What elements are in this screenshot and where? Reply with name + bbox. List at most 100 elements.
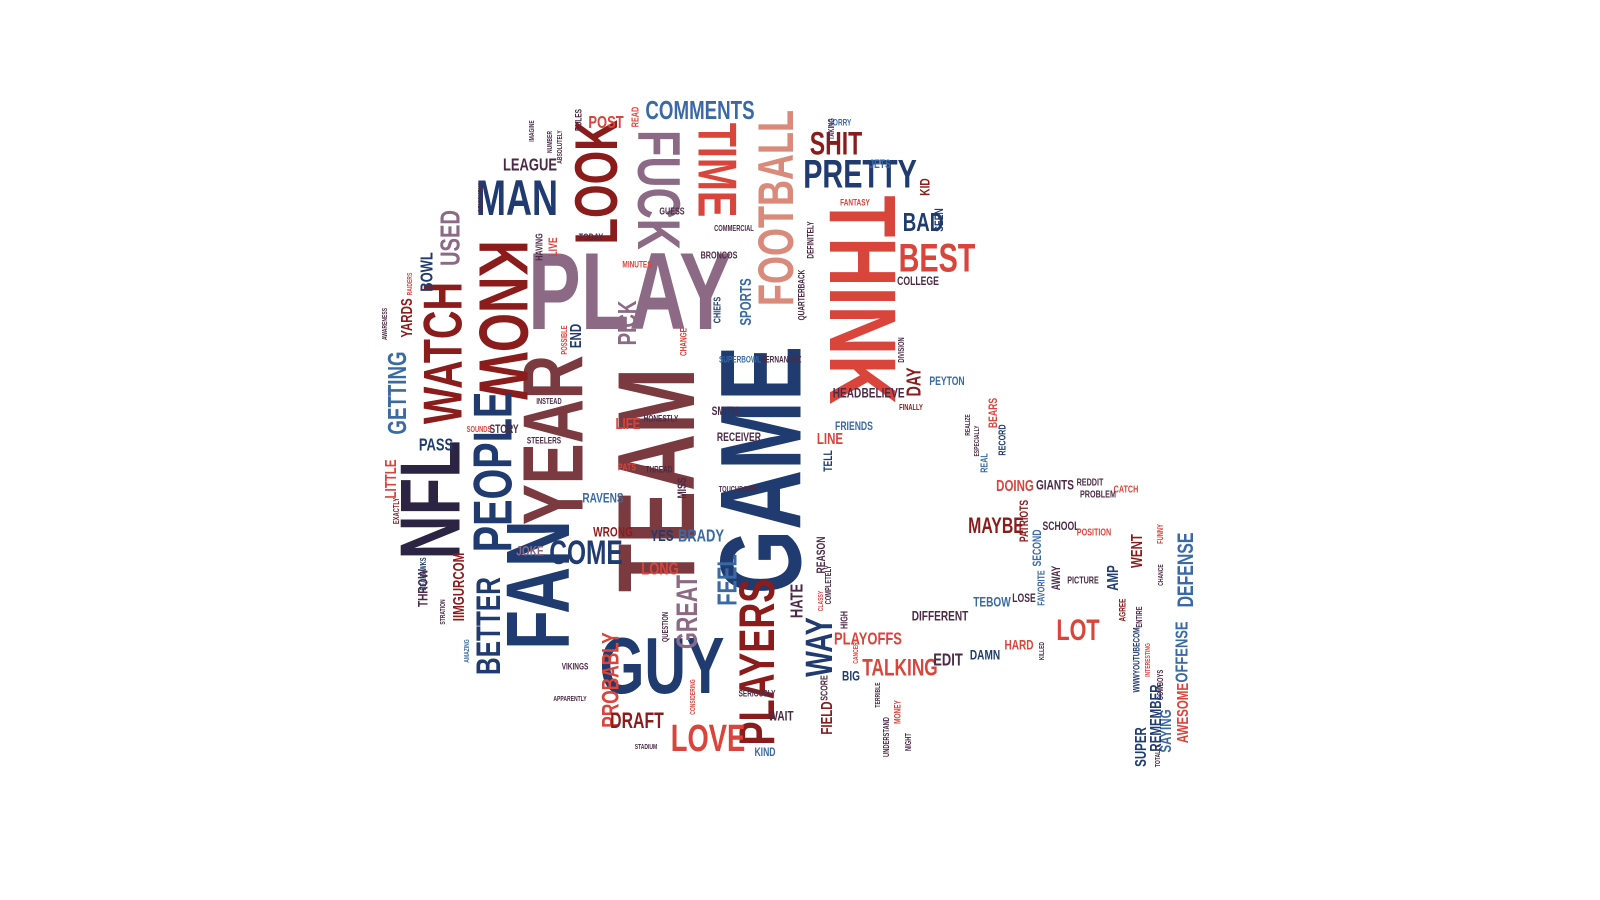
cloud-word-story: STORY xyxy=(489,424,518,437)
cloud-word-ravens: RAVENS xyxy=(582,490,623,506)
cloud-word-fan: FAN xyxy=(487,520,588,650)
cloud-word-wait: WAIT xyxy=(768,708,794,724)
cloud-word-patriots: PATRIOTS xyxy=(1019,500,1032,542)
cloud-word-year: YEAR xyxy=(506,355,601,525)
cloud-word-field: FIELD xyxy=(817,701,835,734)
cloud-word-live: LIVE xyxy=(548,237,561,256)
cloud-word-problem: PROBLEM xyxy=(1080,488,1116,499)
cloud-word-division: DIVISION xyxy=(898,337,906,362)
cloud-word-apparently: APPARENTLY xyxy=(553,695,586,703)
cloud-word-football: FOOTBALL xyxy=(750,110,805,306)
cloud-word-post: POST xyxy=(588,113,624,133)
cloud-word-awareness: AWARENESS xyxy=(381,308,389,340)
cloud-word-lose: LOSE xyxy=(1012,593,1036,606)
cloud-word-possible: POSSIBLE xyxy=(561,325,569,354)
cloud-word-quarterback: QUARTERBACK xyxy=(796,269,806,320)
cloud-word-sorry: SORRY xyxy=(829,117,852,127)
cloud-word-better: BETTER xyxy=(470,577,508,675)
cloud-word-classy: CLASSY xyxy=(817,591,825,611)
cloud-word-understand: UNDERSTAND xyxy=(883,717,891,757)
cloud-word-seahawks: SEAHAWKS xyxy=(420,557,428,591)
cloud-word-talking: TALKING xyxy=(862,655,937,681)
cloud-word-peyton: PEYTON xyxy=(929,376,964,389)
cloud-word-fuck: FUCK xyxy=(624,130,691,250)
cloud-word-steelers: STEELERS xyxy=(527,435,561,445)
cloud-word-question: QUESTION xyxy=(662,612,670,642)
cloud-word-raiders: RAIDERS xyxy=(406,273,414,296)
cloud-word-went: WENT xyxy=(1127,534,1145,568)
cloud-word-night: NIGHT xyxy=(905,732,913,751)
cloud-word-cowboys: COWBOYS xyxy=(1157,670,1165,701)
cloud-word-amazing: AMAZING xyxy=(463,639,471,663)
cloud-word-team: TEAM xyxy=(595,368,718,592)
cloud-word-terrible: TERRIBLE xyxy=(874,682,882,707)
cloud-word-completely: COMPLETELY xyxy=(825,565,833,604)
cloud-word-life: LIFE xyxy=(616,414,641,432)
cloud-word-sports: SPORTS xyxy=(736,278,754,325)
cloud-word-super: SUPER xyxy=(1131,727,1149,767)
cloud-word-draft: DRAFT xyxy=(610,709,664,733)
cloud-word-nfl: NFL xyxy=(383,441,478,560)
cloud-word-used: USED xyxy=(435,210,466,266)
cloud-word-cancer: CANCER xyxy=(852,642,860,664)
cloud-word-lot: LOT xyxy=(1056,612,1099,646)
cloud-word-giants: GIANTS xyxy=(1036,477,1074,493)
cloud-word-rules: RULES xyxy=(573,109,583,131)
cloud-word-thread: THREAD xyxy=(646,464,673,474)
cloud-word-honestly: HONESTLY xyxy=(644,413,679,423)
cloud-word-yards: YARDS xyxy=(397,298,415,337)
cloud-word-iimgurcom: IIMGURCOM xyxy=(449,553,467,621)
cloud-word-maybe: MAYBE xyxy=(968,514,1024,538)
cloud-word-bears: BEARS xyxy=(988,398,1001,428)
cloud-word-doing: DOING xyxy=(996,476,1034,494)
cloud-word-day: DAY xyxy=(902,367,925,396)
cloud-word-look: LOOK xyxy=(564,119,631,244)
cloud-word-game: GAME xyxy=(697,346,826,594)
cloud-word-man: MAN xyxy=(476,172,558,227)
cloud-word-remember: REMEMBER xyxy=(1146,684,1164,751)
cloud-word-seen: SEEN xyxy=(934,208,947,231)
cloud-word-interesting: INTERESTING xyxy=(1144,643,1152,677)
cloud-word-miss: MISS xyxy=(677,477,690,498)
cloud-word-defense: DEFENSE xyxy=(1174,532,1198,607)
cloud-word-different: DIFFERENT xyxy=(912,608,969,624)
cloud-word-little: LITTLE xyxy=(381,459,399,498)
cloud-word-bad: BAD xyxy=(903,207,944,237)
cloud-word-pretty: PRETTY xyxy=(803,152,917,197)
cloud-word-absolutely: ABSOLUTELY xyxy=(556,130,564,164)
cloud-word-read: READ xyxy=(629,107,640,127)
cloud-word-college: COLLEGE xyxy=(897,276,939,289)
cloud-word-best: BEST xyxy=(899,236,976,281)
cloud-word-tebow: TEBOW xyxy=(973,594,1011,610)
cloud-word-finally: FINALLY xyxy=(899,404,923,412)
cloud-word-real: REAL xyxy=(978,453,989,473)
cloud-word-definitely: DEFINITELY xyxy=(805,221,815,259)
cloud-word-favorite: FAVORITE xyxy=(1035,570,1046,606)
cloud-word-hard: HARD xyxy=(1004,637,1033,653)
cloud-word-playoffs: PLAYOFFS xyxy=(834,630,902,650)
cloud-word-funny: FUNNY xyxy=(1157,524,1165,544)
cloud-word-having: HAVING xyxy=(533,233,544,261)
cloud-word-touchdown: TOUCHDOWN xyxy=(719,486,758,494)
cloud-word-guy: GUY xyxy=(600,621,725,711)
cloud-word-receiver: RECEIVER xyxy=(717,432,761,445)
cloud-word-picture: PICTURE xyxy=(1067,574,1099,585)
cloud-word-people: PEOPLE xyxy=(463,392,524,553)
cloud-word-agree: AGREE xyxy=(1117,598,1127,621)
cloud-word-head: HEAD xyxy=(833,385,862,401)
cloud-word-wwwyoutubecom: WWWYOUTUBECOM xyxy=(1131,627,1141,692)
cloud-word-friends: FRIENDS xyxy=(835,421,873,434)
cloud-word-league: LEAGUE xyxy=(503,156,557,176)
cloud-word-believe: BELIEVE xyxy=(861,385,904,401)
cloud-word-getting: GETTING xyxy=(382,351,412,434)
cloud-word-commercial: COMMERCIAL xyxy=(714,225,754,233)
cloud-word-line: LINE xyxy=(817,429,843,447)
cloud-word-comments: COMMENTS xyxy=(645,95,754,125)
cloud-word-change: CHANGE xyxy=(678,328,688,356)
cloud-word-vikings: VIKINGS xyxy=(562,661,589,671)
cloud-word-throw: THROW xyxy=(415,569,431,607)
cloud-word-saying: SAYING xyxy=(1156,709,1174,752)
cloud-word-school: SCHOOL xyxy=(1043,521,1080,534)
cloud-word-pats: PATS xyxy=(618,461,636,472)
